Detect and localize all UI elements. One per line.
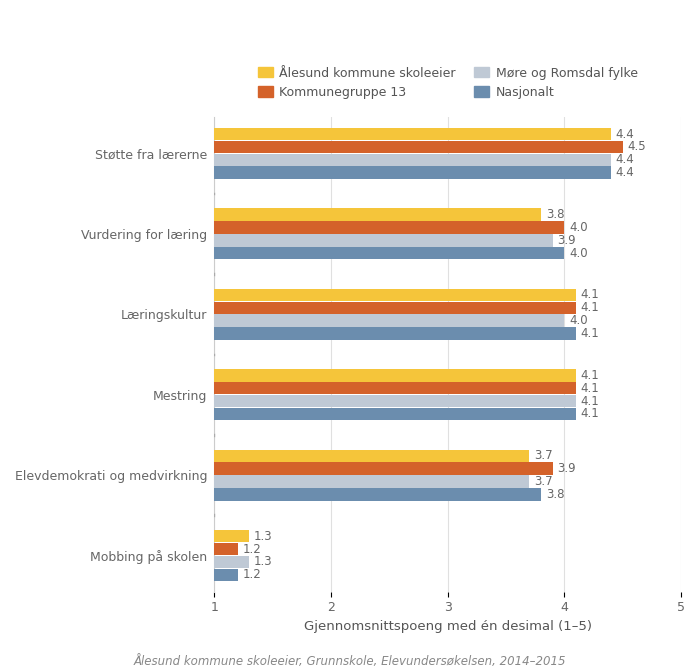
Bar bbox=[214, 327, 576, 340]
Bar bbox=[214, 395, 576, 407]
Text: 4.1: 4.1 bbox=[581, 327, 599, 340]
Bar bbox=[214, 462, 553, 475]
Bar bbox=[214, 530, 249, 542]
Bar bbox=[214, 141, 623, 153]
Bar bbox=[214, 556, 249, 568]
Text: 4.4: 4.4 bbox=[616, 154, 634, 166]
Text: 3.9: 3.9 bbox=[557, 462, 576, 475]
Text: 3.8: 3.8 bbox=[546, 488, 564, 501]
Text: 4.1: 4.1 bbox=[581, 301, 599, 315]
Text: 4.1: 4.1 bbox=[581, 369, 599, 382]
Text: 4.0: 4.0 bbox=[569, 246, 588, 260]
Bar bbox=[214, 369, 576, 381]
Text: 4.1: 4.1 bbox=[581, 381, 599, 395]
Text: Ålesund kommune skoleeier, Grunnskole, Elevundersøkelsen, 2014–2015: Ålesund kommune skoleeier, Grunnskole, E… bbox=[134, 655, 566, 667]
Bar bbox=[214, 247, 564, 259]
Bar bbox=[214, 301, 576, 314]
Bar bbox=[214, 450, 529, 462]
Text: 1.3: 1.3 bbox=[254, 530, 273, 542]
X-axis label: Gjennomsnittspoeng med én desimal (1–5): Gjennomsnittspoeng med én desimal (1–5) bbox=[304, 620, 592, 633]
Bar bbox=[214, 407, 576, 420]
Bar bbox=[214, 221, 564, 234]
Text: 4.1: 4.1 bbox=[581, 395, 599, 407]
Bar bbox=[214, 475, 529, 488]
Text: 4.4: 4.4 bbox=[616, 128, 634, 141]
Text: 4.5: 4.5 bbox=[627, 140, 646, 154]
Text: 1.3: 1.3 bbox=[254, 555, 273, 568]
Bar bbox=[214, 289, 576, 301]
Bar bbox=[214, 568, 238, 581]
Text: 4.1: 4.1 bbox=[581, 289, 599, 301]
Bar bbox=[214, 543, 238, 555]
Text: 1.2: 1.2 bbox=[242, 542, 261, 556]
Text: 3.8: 3.8 bbox=[546, 208, 564, 221]
Legend: Ålesund kommune skoleeier, Kommunegruppe 13, Møre og Romsdal fylke, Nasjonalt: Ålesund kommune skoleeier, Kommunegruppe… bbox=[258, 67, 638, 99]
Bar bbox=[214, 488, 541, 500]
Text: 4.1: 4.1 bbox=[581, 407, 599, 420]
Bar bbox=[214, 128, 611, 140]
Bar bbox=[214, 315, 564, 327]
Text: 4.4: 4.4 bbox=[616, 166, 634, 179]
Text: 3.9: 3.9 bbox=[557, 234, 576, 246]
Bar bbox=[214, 208, 541, 220]
Text: 4.0: 4.0 bbox=[569, 221, 588, 234]
Bar bbox=[214, 382, 576, 395]
Bar bbox=[214, 154, 611, 166]
Bar bbox=[214, 234, 553, 246]
Text: 4.0: 4.0 bbox=[569, 314, 588, 327]
Text: 3.7: 3.7 bbox=[534, 475, 553, 488]
Text: 3.7: 3.7 bbox=[534, 450, 553, 462]
Text: 1.2: 1.2 bbox=[242, 568, 261, 581]
Bar bbox=[214, 166, 611, 179]
